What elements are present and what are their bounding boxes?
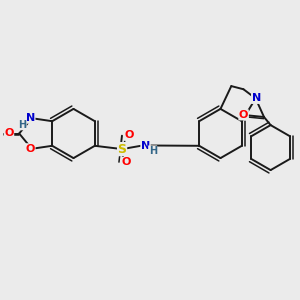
Text: O: O	[26, 144, 35, 154]
Text: H: H	[148, 146, 157, 156]
Text: O: O	[239, 110, 248, 120]
Text: O: O	[121, 157, 131, 167]
Text: S: S	[118, 142, 127, 156]
Text: N: N	[26, 113, 35, 123]
Text: O: O	[4, 128, 14, 139]
Text: H: H	[18, 120, 26, 130]
Text: O: O	[124, 130, 134, 140]
Text: N: N	[141, 140, 150, 151]
Text: N: N	[252, 93, 261, 103]
